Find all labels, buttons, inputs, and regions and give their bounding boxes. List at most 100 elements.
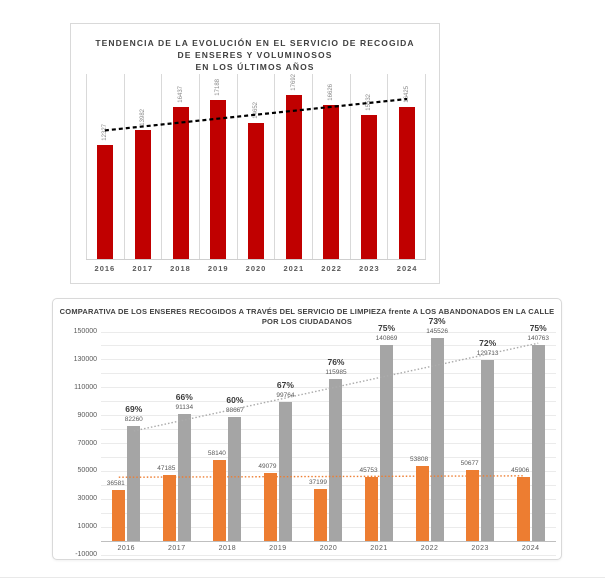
category-cell-2017: 13982 [123,74,162,259]
x-axis-label-2020: 2020 [319,545,338,553]
x-axis-label-2021: 2021 [370,545,388,553]
category-cell-2022: 53808 145526 73% 2022 [404,316,455,555]
category-cell-2016: 36581 82260 69% 2016 [101,332,152,555]
gray-bar-2021 [380,344,394,542]
gray-bar-2024 [531,344,545,542]
orange-value-label: 50677 [460,460,479,468]
top-chart-x-axis-line [86,259,426,260]
bar-value-label: 16425 [403,86,410,103]
category-cell-2024: 45906 140763 75% 2024 [505,323,556,555]
category-cell-2019: 17188 [199,74,237,259]
orange-bar-2024 [516,477,530,542]
gridline-0 [101,540,556,542]
orange-bar-2018 [213,460,227,542]
gridline-20000 [101,512,556,514]
gridline-50000 [101,470,556,472]
orange-value-label: 58140 [207,450,226,458]
y-axis-label-130000: 130000 [73,355,97,363]
x-axis-label-2022: 2022 [321,264,342,273]
top-chart-title: TENDENCIA DE LA EVOLUCIÓN EN EL SERVICIO… [95,38,415,72]
y-axis-label-30000: 30000 [77,495,97,503]
orange-value-label: 49079 [258,462,277,470]
gray-value-label: 145526 [426,328,448,336]
bar-2017 [135,130,151,259]
y-axis-label-150000: 150000 [73,328,97,335]
percent-label: 69% [125,404,143,415]
orange-value-label: 45906 [511,467,530,475]
x-axis-label-2022: 2022 [420,545,439,553]
x-axis-label-2016: 2016 [117,545,136,553]
gray-value-label: 99764 [276,392,295,400]
x-axis-label-2017: 2017 [132,264,154,273]
percent-label: 75% [529,322,547,333]
x-axis-label-2024: 2024 [396,264,418,273]
bar-2021 [285,95,302,259]
gray-value-label: 140869 [375,334,398,342]
orange-value-label: 45753 [359,467,378,475]
x-axis-label-2017: 2017 [168,545,186,553]
y-axis-label-90000: 90000 [77,411,97,419]
x-axis-label-2024: 2024 [521,545,540,553]
x-axis-label-2018: 2018 [170,264,191,273]
x-axis-label-2023: 2023 [359,264,380,273]
gridline-40000 [101,484,556,486]
x-axis-label-2023: 2023 [471,545,489,553]
bar-value-label: 14652 [253,102,260,119]
x-axis-label-2016: 2016 [94,264,116,273]
category-cell-2020: 14652 [236,74,275,259]
category-cell-2020: 37199 115985 76% 2020 [303,332,354,555]
gridline-30000 [101,498,556,500]
category-cell-2023: 15532 [349,74,388,259]
percent-label: 76% [327,357,345,368]
orange-bar-2023 [466,470,480,542]
gray-value-label: 88667 [225,407,244,415]
category-cell-2022: 16626 [312,74,350,259]
y-axis-label-70000: 70000 [77,439,97,447]
gray-bar-2017 [177,414,191,542]
bar-2022 [323,105,340,259]
category-cell-2017: 47185 91134 66% 2017 [152,332,203,555]
gridline--10000 [101,554,556,556]
gray-value-label: 115985 [325,369,347,377]
gray-value-label: 129713 [476,350,499,358]
bar-2024 [398,107,415,259]
bottom-chart-y-axis-labels: 150000 130000 110000 90000 70000 50000 30000 10… [53,299,97,561]
bottom-chart-panel: COMPARATIVA DE LOS ENSERES RECOGIDOS A T… [52,298,562,560]
gridline-150000 [101,331,556,333]
x-axis-label-2018: 2018 [218,545,237,553]
bottom-chart-plot-area: 36581 82260 69% 2016 47185 91134 66% 2017 58140 8… [101,316,556,556]
gray-bar-2023 [481,360,495,542]
bar-value-label: 17188 [215,79,222,96]
gray-bar-2018 [228,417,242,542]
x-axis-label-2019: 2019 [269,545,287,553]
category-cell-2016: 12327 [86,74,124,259]
top-chart-panel: TENDENCIA DE LA EVOLUCIÓN EN EL SERVICIO… [70,23,440,284]
x-axis-label-2021: 2021 [283,264,305,273]
category-cell-2018: 58140 88667 60% 2018 [202,332,253,555]
x-axis-label-2019: 2019 [207,264,229,273]
category-cell-2021: 45753 140869 75% 2021 [354,323,405,555]
orange-bar-2022 [415,466,429,542]
gridline-10000 [101,526,556,528]
category-cell-2019: 49079 99764 67% 2019 [253,332,304,555]
bar-value-label: 17692 [290,74,297,91]
y-axis-label-110000: 110000 [74,383,97,391]
gray-bar-2016 [127,426,141,542]
orange-bar-2020 [314,489,328,542]
category-cell-2023: 50677 129713 72% 2023 [455,332,506,555]
orange-bar-2016 [112,490,126,542]
bar-value-label: 13982 [140,109,146,126]
bar-value-label: 16626 [328,84,335,101]
gray-bar-2020 [329,379,343,542]
orange-value-label: 53808 [410,456,429,464]
bar-2023 [361,115,378,259]
gridline-70000 [101,443,556,444]
x-axis-label-2020: 2020 [245,264,267,273]
gray-bar-2022 [430,338,444,542]
percent-label: 66% [175,392,193,403]
gray-value-label: 91134 [175,404,194,412]
percent-label: 72% [479,338,497,349]
category-cell-2021: 17692 [274,74,312,259]
y-axis-label--10000: -10000 [75,551,97,558]
